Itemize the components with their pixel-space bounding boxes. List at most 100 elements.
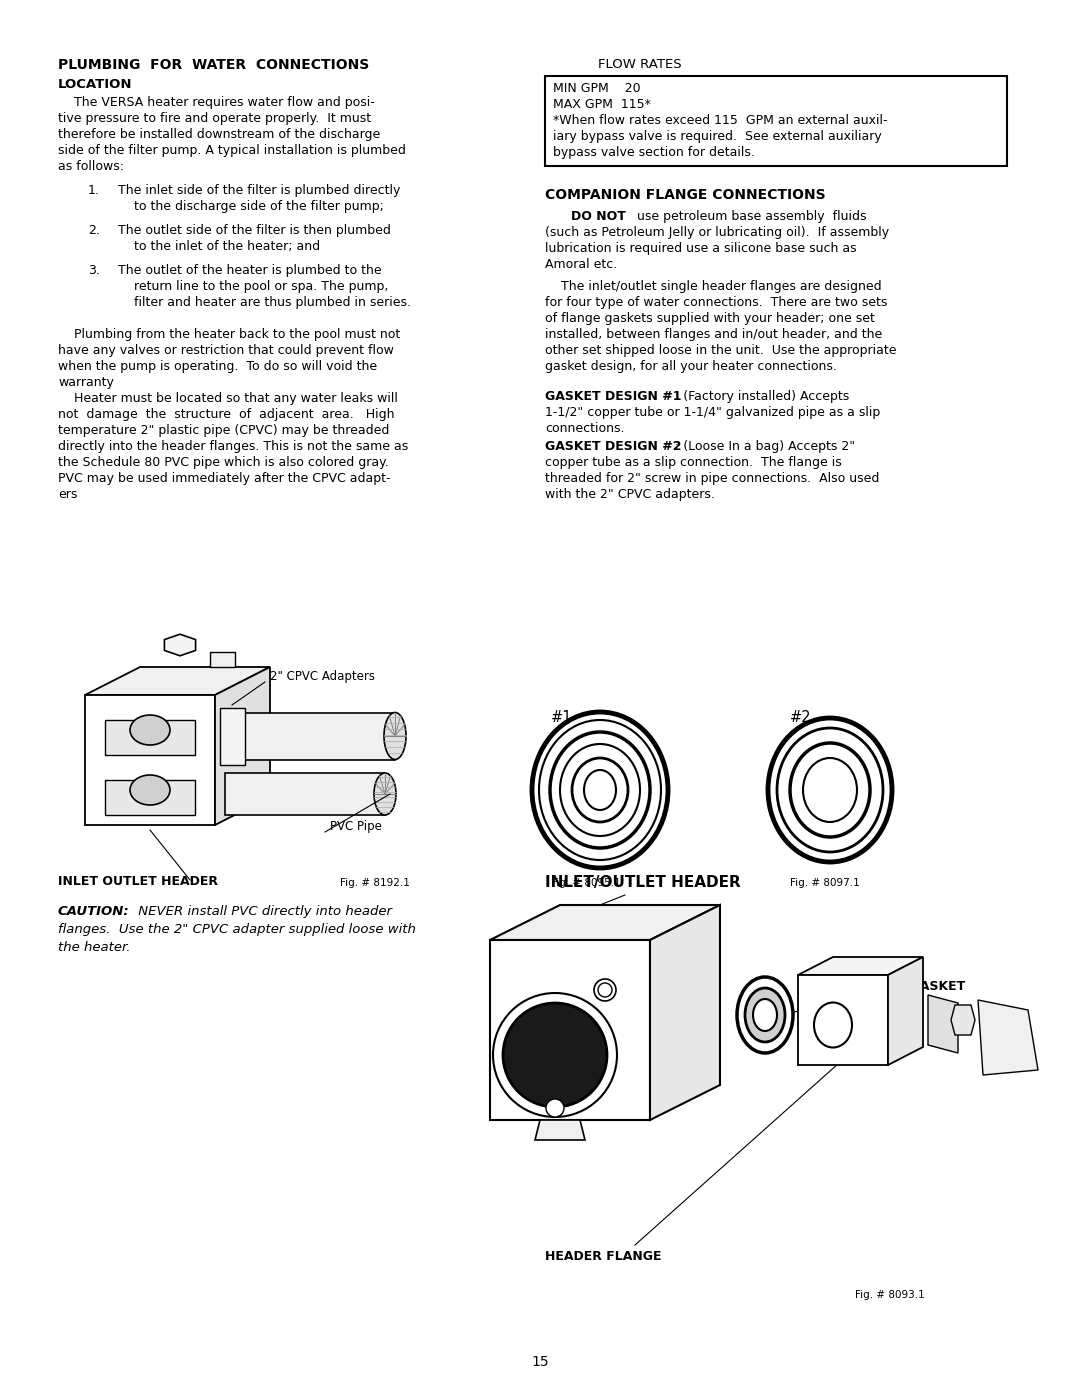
Ellipse shape [546, 1099, 564, 1118]
Text: 1-1/2" copper tube or 1-1/4" galvanized pipe as a slip: 1-1/2" copper tube or 1-1/4" galvanized … [545, 407, 880, 419]
Polygon shape [798, 957, 923, 975]
Text: of flange gaskets supplied with your header; one set: of flange gaskets supplied with your hea… [545, 312, 875, 326]
Text: LOCATION: LOCATION [58, 78, 133, 91]
Bar [545, 75, 1007, 166]
Text: CAUTION:: CAUTION: [58, 905, 130, 918]
Polygon shape [225, 773, 384, 814]
Text: the Schedule 80 PVC pipe which is also colored gray.: the Schedule 80 PVC pipe which is also c… [58, 455, 389, 469]
Bar [105, 719, 195, 754]
Text: : (Factory installed) Accepts: : (Factory installed) Accepts [675, 390, 849, 402]
Ellipse shape [814, 1003, 852, 1048]
Text: GASKET DESIGN #1: GASKET DESIGN #1 [545, 390, 681, 402]
Text: when the pump is operating.  To do so will void the: when the pump is operating. To do so wil… [58, 360, 377, 373]
Text: Fig. # 8093.1: Fig. # 8093.1 [855, 1289, 924, 1301]
Text: Heater must be located so that any water leaks will: Heater must be located so that any water… [58, 393, 397, 405]
Text: DO NOT: DO NOT [571, 210, 626, 224]
Text: GASKET DESIGN #2: GASKET DESIGN #2 [545, 440, 681, 453]
Text: as follows:: as follows: [58, 161, 124, 173]
Text: have any valves or restriction that could prevent flow: have any valves or restriction that coul… [58, 344, 394, 358]
Text: connections.: connections. [545, 422, 624, 434]
Text: ers: ers [58, 488, 78, 502]
Text: (such as Petroleum Jelly or lubricating oil).  If assembly: (such as Petroleum Jelly or lubricating … [545, 226, 889, 239]
Text: to the inlet of the heater; and: to the inlet of the heater; and [118, 240, 320, 253]
Text: other set shipped loose in the unit.  Use the appropriate: other set shipped loose in the unit. Use… [545, 344, 896, 358]
Text: MAX GPM  115*: MAX GPM 115* [553, 98, 651, 110]
Text: FLANGE GASKET: FLANGE GASKET [850, 981, 966, 993]
Text: lubrication is required use a silicone base such as: lubrication is required use a silicone b… [545, 242, 856, 256]
Ellipse shape [737, 977, 793, 1053]
Polygon shape [490, 940, 650, 1120]
Text: Amoral etc.: Amoral etc. [545, 258, 618, 271]
Text: use petroleum base assembly  fluids: use petroleum base assembly fluids [629, 210, 866, 224]
Text: therefore be installed downstream of the discharge: therefore be installed downstream of the… [58, 129, 380, 141]
Text: 15: 15 [531, 1355, 549, 1369]
Text: #2: #2 [789, 710, 812, 725]
Text: The outlet of the heater is plumbed to the: The outlet of the heater is plumbed to t… [118, 264, 381, 277]
Ellipse shape [130, 715, 170, 745]
Text: Fig. # 8192.1: Fig. # 8192.1 [340, 877, 410, 888]
Text: PVC may be used immediately after the CPVC adapt-: PVC may be used immediately after the CP… [58, 472, 391, 485]
Text: tive pressure to fire and operate properly.  It must: tive pressure to fire and operate proper… [58, 112, 372, 124]
Text: return line to the pool or spa. The pump,: return line to the pool or spa. The pump… [118, 279, 389, 293]
Ellipse shape [374, 773, 396, 814]
Text: not  damage  the  structure  of  adjacent  area.   High: not damage the structure of adjacent are… [58, 408, 394, 420]
Text: The outlet side of the filter is then plumbed: The outlet side of the filter is then pl… [118, 224, 391, 237]
Text: #1: #1 [551, 710, 572, 725]
Polygon shape [798, 975, 888, 1065]
Text: The VERSA heater requires water flow and posi-: The VERSA heater requires water flow and… [58, 96, 375, 109]
Polygon shape [215, 666, 270, 826]
Text: bypass valve section for details.: bypass valve section for details. [553, 147, 755, 159]
Text: PVC Pipe: PVC Pipe [330, 820, 382, 833]
Text: 2" CPVC Adapters: 2" CPVC Adapters [270, 671, 375, 683]
Ellipse shape [503, 1003, 607, 1106]
Polygon shape [951, 1004, 975, 1035]
Text: 2.: 2. [87, 224, 99, 237]
Polygon shape [225, 712, 395, 760]
Text: 3.: 3. [87, 264, 99, 277]
Text: Fig. # 8097.1: Fig. # 8097.1 [789, 877, 860, 888]
Polygon shape [85, 666, 270, 694]
Text: INLET OUTLET HEADER: INLET OUTLET HEADER [58, 875, 218, 888]
Text: the heater.: the heater. [58, 942, 131, 954]
Text: installed, between flanges and in/out header, and the: installed, between flanges and in/out he… [545, 328, 882, 341]
Text: Fig. # 8095.1: Fig. # 8095.1 [551, 877, 621, 888]
Text: side of the filter pump. A typical installation is plumbed: side of the filter pump. A typical insta… [58, 144, 406, 156]
Ellipse shape [598, 983, 612, 997]
Polygon shape [928, 995, 958, 1053]
Text: : (Loose In a bag) Accepts 2": : (Loose In a bag) Accepts 2" [675, 440, 855, 453]
Text: FLOW RATES: FLOW RATES [598, 59, 681, 71]
Text: NEVER install PVC directly into header: NEVER install PVC directly into header [134, 905, 392, 918]
Polygon shape [164, 634, 195, 655]
Text: flanges.  Use the 2" CPVC adapter supplied loose with: flanges. Use the 2" CPVC adapter supplie… [58, 923, 416, 936]
Text: directly into the header flanges. This is not the same as: directly into the header flanges. This i… [58, 440, 408, 453]
Polygon shape [535, 1120, 585, 1140]
Text: Plumbing from the heater back to the pool must not: Plumbing from the heater back to the poo… [58, 328, 401, 341]
Polygon shape [85, 694, 215, 826]
Text: 1.: 1. [87, 184, 99, 197]
Polygon shape [210, 652, 235, 666]
Text: INLET/OUTLET HEADER: INLET/OUTLET HEADER [545, 875, 741, 890]
Text: The inlet side of the filter is plumbed directly: The inlet side of the filter is plumbed … [118, 184, 401, 197]
Ellipse shape [384, 712, 406, 760]
Text: copper tube as a slip connection.  The flange is: copper tube as a slip connection. The fl… [545, 455, 841, 469]
Polygon shape [650, 905, 720, 1120]
Text: iary bypass valve is required.  See external auxiliary: iary bypass valve is required. See exter… [553, 130, 881, 142]
Ellipse shape [745, 988, 785, 1042]
Ellipse shape [594, 979, 616, 1002]
Text: warranty: warranty [58, 376, 113, 388]
Text: threaded for 2" screw in pipe connections.  Also used: threaded for 2" screw in pipe connection… [545, 472, 879, 485]
Ellipse shape [753, 999, 777, 1031]
Ellipse shape [130, 775, 170, 805]
Text: MIN GPM    20: MIN GPM 20 [553, 82, 640, 95]
Text: HEADER FLANGE: HEADER FLANGE [545, 1250, 661, 1263]
Text: filter and heater are thus plumbed in series.: filter and heater are thus plumbed in se… [118, 296, 411, 309]
Text: The inlet/outlet single header flanges are designed: The inlet/outlet single header flanges a… [545, 279, 881, 293]
Polygon shape [978, 1000, 1038, 1076]
Polygon shape [888, 957, 923, 1065]
Text: with the 2" CPVC adapters.: with the 2" CPVC adapters. [545, 488, 715, 502]
Text: gasket design, for all your heater connections.: gasket design, for all your heater conne… [545, 360, 837, 373]
Text: PLUMBING  FOR  WATER  CONNECTIONS: PLUMBING FOR WATER CONNECTIONS [58, 59, 369, 73]
Text: for four type of water connections.  There are two sets: for four type of water connections. Ther… [545, 296, 888, 309]
Text: *When flow rates exceed 115  GPM an external auxil-: *When flow rates exceed 115 GPM an exter… [553, 115, 888, 127]
Bar [105, 780, 195, 814]
